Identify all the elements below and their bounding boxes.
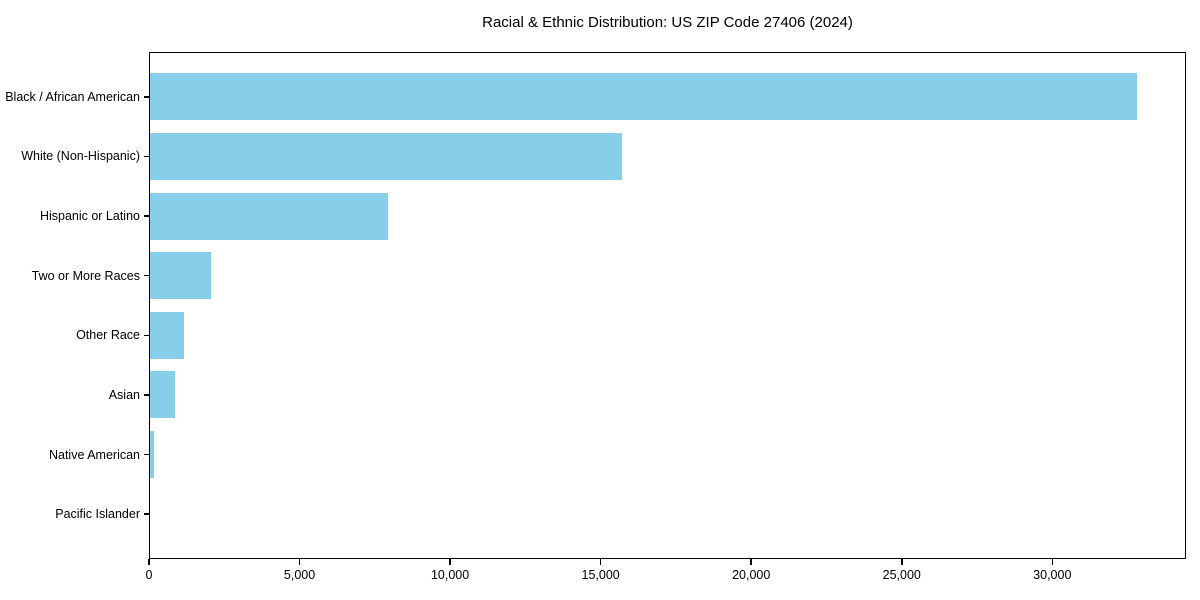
bar-white-non-hispanic <box>149 132 622 180</box>
y-tick-label-white-non-hispanic: White (Non-Hispanic) <box>21 149 140 164</box>
x-axis-ticks: 0 5,000 10,000 15,000 20,000 25,000 30,000 <box>146 559 1186 599</box>
x-tick-mark <box>298 559 301 565</box>
y-tick-label-two-or-more-races: Two or More Races <box>31 268 140 283</box>
y-tick-mark <box>143 334 149 337</box>
y-tick-label-asian: Asian <box>108 387 140 402</box>
x-tick-label: 5,000 <box>283 568 316 582</box>
x-tick-label: 15,000 <box>581 568 620 582</box>
bar-asian <box>149 371 175 419</box>
y-tick-mark <box>143 96 149 98</box>
x-tick-label: 20,000 <box>732 568 771 582</box>
x-tick-label: 25,000 <box>882 568 921 582</box>
y-tick-label-hispanic-or-latino: Hispanic or Latino <box>39 209 140 224</box>
y-tick-label-native-american: Native American <box>48 447 140 462</box>
y-tick-mark <box>143 513 149 515</box>
bar-native-american <box>149 431 154 479</box>
bar-black-african-american <box>149 73 1137 121</box>
x-tick-label: 10,000 <box>430 568 470 582</box>
x-tick-mark <box>901 559 903 565</box>
y-tick-mark <box>143 453 149 456</box>
bar-hispanic-or-latino <box>149 192 389 240</box>
bars-container <box>149 52 1186 559</box>
y-tick-label-other-race: Other Race <box>76 328 140 343</box>
y-tick-label-pacific-islander: Pacific Islander <box>55 507 140 522</box>
x-tick-mark <box>750 559 752 565</box>
y-axis-ticks <box>143 52 150 559</box>
chart-title: Racial & Ethnic Distribution: US ZIP Cod… <box>482 14 853 31</box>
y-tick-label-black-african-american: Black / African American <box>5 89 140 104</box>
bar-other-race <box>149 311 184 359</box>
plot-area <box>149 52 1186 559</box>
y-tick-mark <box>143 215 149 217</box>
x-tick-mark <box>148 559 150 565</box>
y-tick-mark <box>143 155 149 158</box>
y-axis-labels: Black / African American White (Non-Hispa… <box>0 52 140 559</box>
x-tick-mark <box>599 559 602 565</box>
y-tick-mark <box>143 394 149 396</box>
x-tick-label: 0 <box>145 568 153 582</box>
x-tick-mark <box>1051 559 1054 565</box>
y-tick-mark <box>143 274 149 277</box>
x-tick-mark <box>449 559 451 565</box>
bar-two-or-more-races <box>149 252 211 300</box>
x-tick-label: 30,000 <box>1033 568 1072 582</box>
